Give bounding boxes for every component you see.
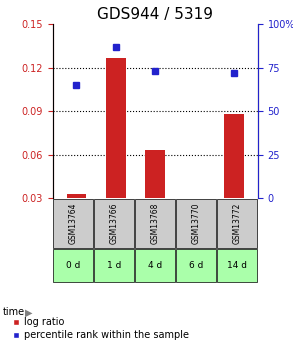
Text: GSM13768: GSM13768: [151, 203, 160, 244]
FancyBboxPatch shape: [53, 249, 93, 282]
FancyBboxPatch shape: [53, 199, 93, 248]
Text: 6 d: 6 d: [189, 261, 204, 270]
FancyBboxPatch shape: [135, 249, 176, 282]
Text: 14 d: 14 d: [227, 261, 247, 270]
Text: time: time: [3, 307, 25, 317]
FancyBboxPatch shape: [217, 249, 258, 282]
Bar: [224, 114, 244, 198]
Text: ▶: ▶: [25, 308, 33, 318]
FancyBboxPatch shape: [217, 199, 258, 248]
FancyBboxPatch shape: [176, 199, 217, 248]
FancyBboxPatch shape: [94, 249, 134, 282]
Bar: [106, 58, 126, 198]
FancyBboxPatch shape: [176, 249, 217, 282]
FancyBboxPatch shape: [135, 199, 176, 248]
Legend: log ratio, percentile rank within the sample: log ratio, percentile rank within the sa…: [11, 317, 189, 340]
Text: 0 d: 0 d: [66, 261, 81, 270]
Title: GDS944 / 5319: GDS944 / 5319: [97, 7, 213, 22]
Text: 1 d: 1 d: [107, 261, 122, 270]
Bar: [67, 194, 86, 198]
Text: GSM13766: GSM13766: [110, 203, 119, 244]
FancyBboxPatch shape: [94, 199, 134, 248]
Text: GSM13772: GSM13772: [233, 203, 242, 244]
Text: GSM13770: GSM13770: [192, 203, 201, 244]
Text: 4 d: 4 d: [148, 261, 162, 270]
Text: GSM13764: GSM13764: [69, 203, 78, 244]
Bar: [145, 150, 165, 198]
